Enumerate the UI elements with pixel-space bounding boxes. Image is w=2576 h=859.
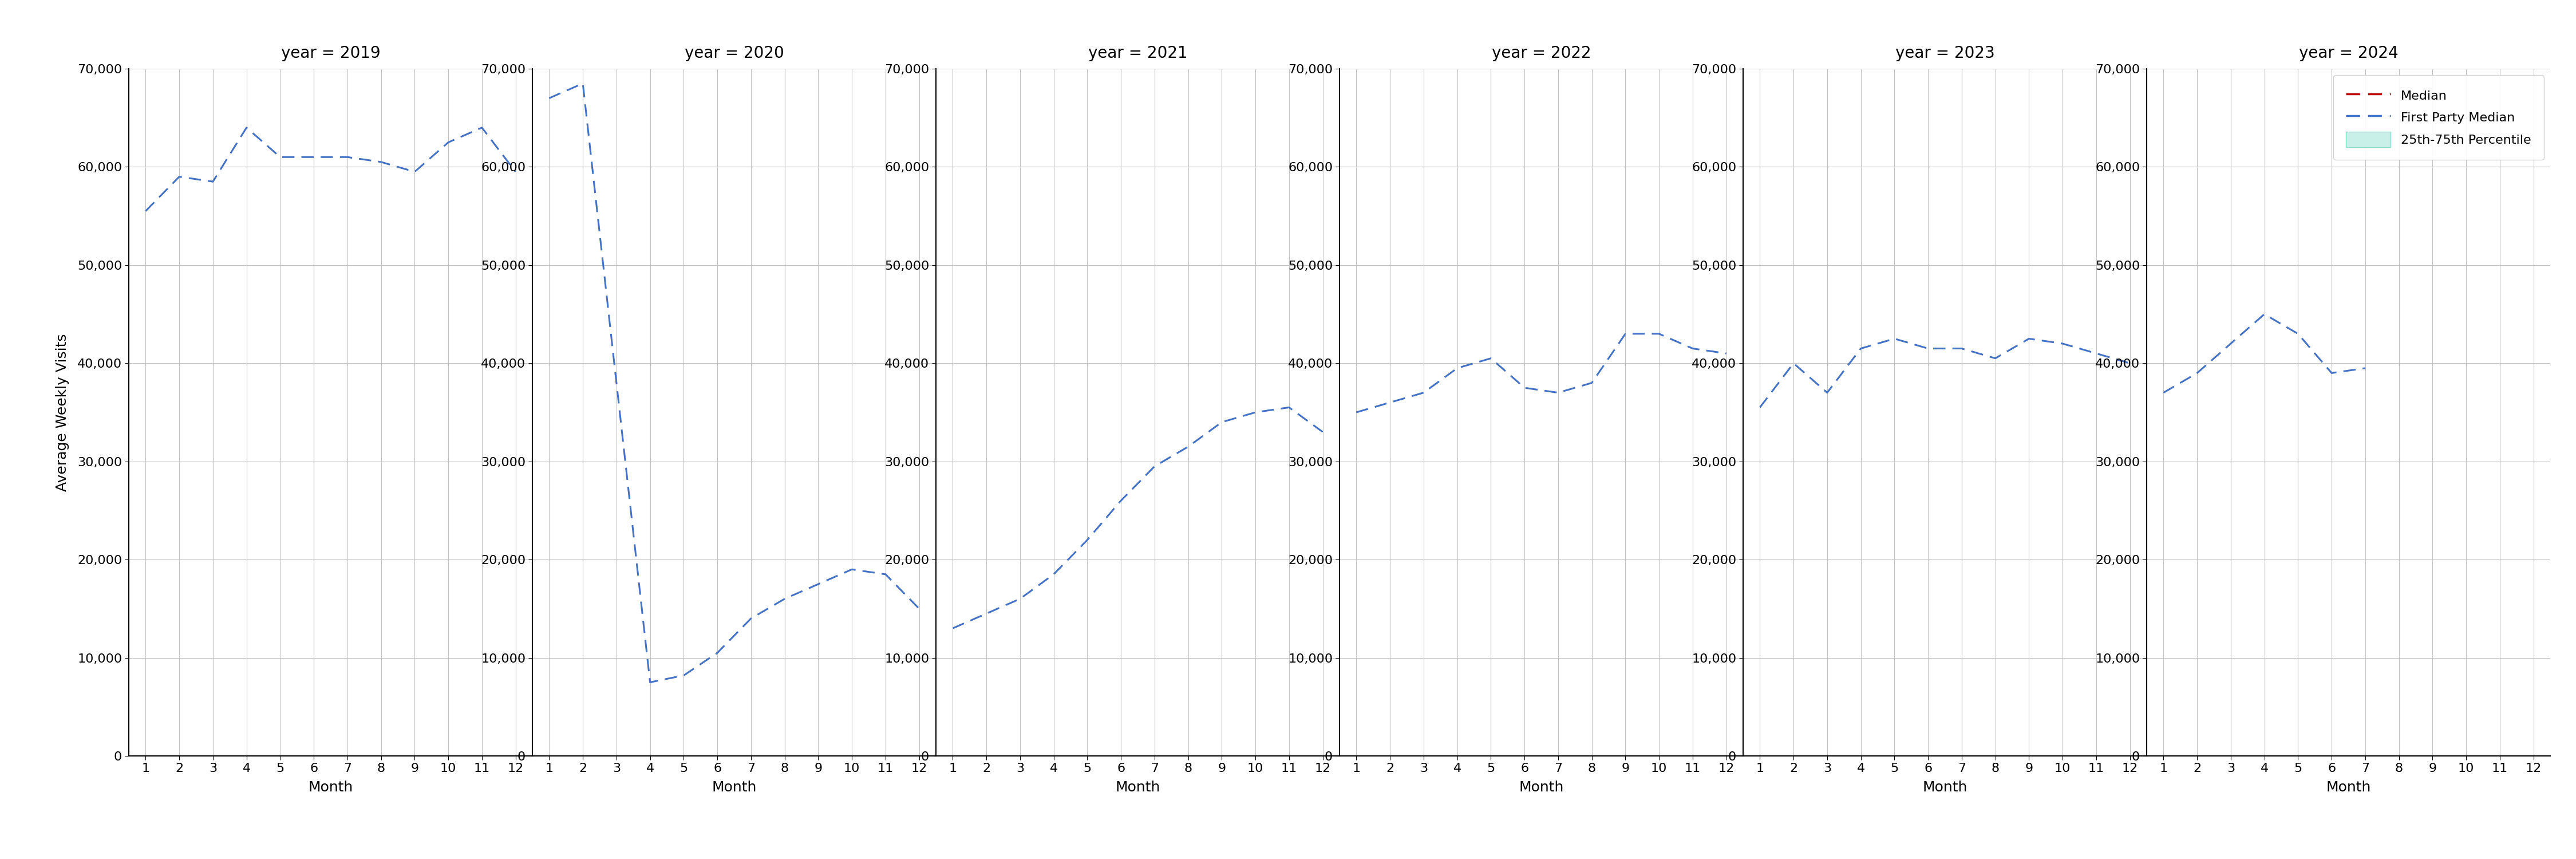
X-axis label: Month: Month: [1520, 781, 1564, 795]
Y-axis label: Average Weekly Visits: Average Weekly Visits: [57, 333, 70, 491]
X-axis label: Month: Month: [1922, 781, 1968, 795]
Title: year = 2020: year = 2020: [685, 45, 783, 61]
Title: year = 2021: year = 2021: [1087, 45, 1188, 61]
Title: year = 2023: year = 2023: [1896, 45, 1994, 61]
Legend: Median, First Party Median, 25th-75th Percentile: Median, First Party Median, 25th-75th Pe…: [2334, 75, 2545, 160]
X-axis label: Month: Month: [711, 781, 757, 795]
X-axis label: Month: Month: [2326, 781, 2370, 795]
Title: year = 2019: year = 2019: [281, 45, 381, 61]
X-axis label: Month: Month: [309, 781, 353, 795]
Title: year = 2024: year = 2024: [2298, 45, 2398, 61]
Title: year = 2022: year = 2022: [1492, 45, 1592, 61]
X-axis label: Month: Month: [1115, 781, 1159, 795]
